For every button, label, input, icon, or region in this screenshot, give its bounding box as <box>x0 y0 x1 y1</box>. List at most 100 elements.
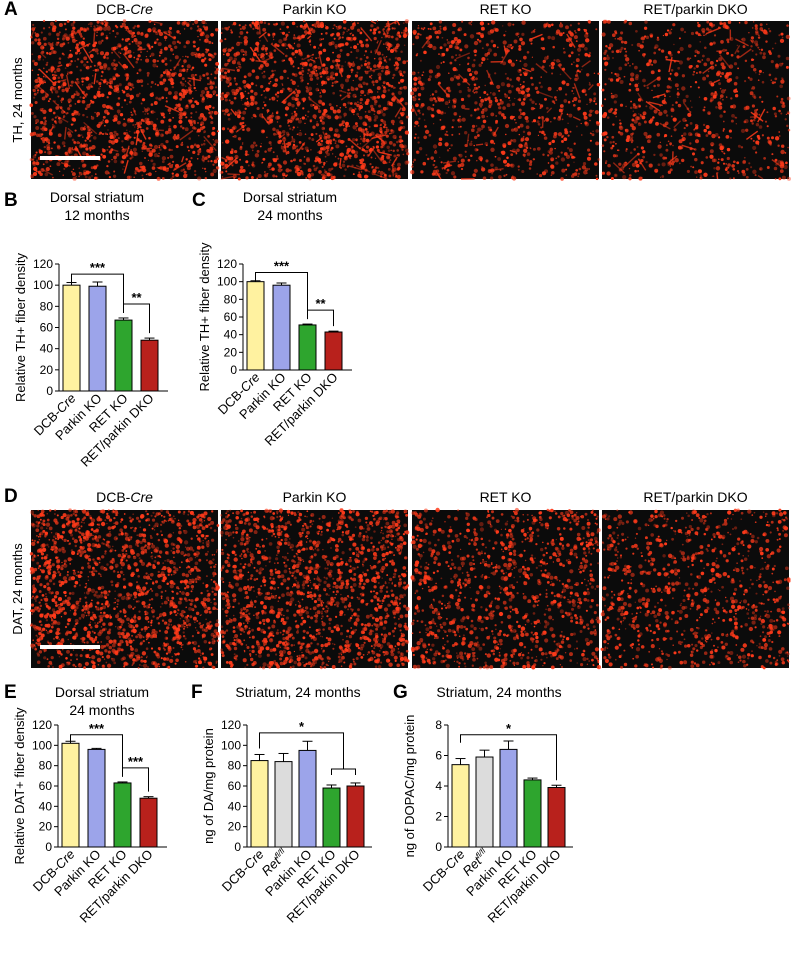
y-tick-label: 60 <box>224 310 238 324</box>
signal-puncta <box>600 19 791 181</box>
panel-letter: C <box>192 190 206 211</box>
bar <box>272 284 291 371</box>
chart-c: C Dorsal striatum 24 months 0 20 40 60 80 100 120… <box>192 189 352 449</box>
bar <box>322 787 341 848</box>
panel-letter: D <box>4 486 18 507</box>
y-tick-label: 8 <box>435 718 442 732</box>
y-tick-label: 20 <box>39 820 53 834</box>
bar <box>140 339 159 392</box>
chart-title: Dorsal striatum <box>50 189 144 205</box>
bar <box>114 319 133 392</box>
significance-label: *** <box>89 721 105 736</box>
fiber-lines <box>220 20 406 180</box>
micrograph-background <box>602 510 789 668</box>
y-tick-label: 40 <box>228 799 242 813</box>
significance-bracket <box>259 732 344 769</box>
chart-title: Dorsal striatum <box>55 684 149 700</box>
bar <box>87 748 106 848</box>
y-tick-label: 60 <box>228 779 242 793</box>
y-tick-label: 0 <box>46 384 53 398</box>
chart-title: 12 months <box>64 207 129 223</box>
category-label: DCB-Cre <box>219 847 267 895</box>
bar <box>88 285 107 392</box>
y-tick-label: 20 <box>224 345 238 359</box>
fiber-lines <box>30 20 217 176</box>
scale-bar <box>40 156 100 160</box>
column-header: RET/parkin DKO <box>643 1 747 17</box>
fiber-lines <box>411 33 594 180</box>
significance-bracket <box>255 271 308 320</box>
column-header: RET/parkin DKO <box>643 489 747 505</box>
micrograph <box>29 508 221 670</box>
y-tick-label: 100 <box>217 275 237 289</box>
signal-puncta <box>410 19 601 181</box>
panel-d: D DCB-Cre Parkin KO RET KO RET/parkin DKO DAT… <box>4 486 791 670</box>
y-tick-label: 20 <box>228 820 242 834</box>
bar <box>547 787 566 848</box>
y-tick-label: 60 <box>39 779 53 793</box>
y-tick-label: 0 <box>234 840 241 854</box>
column-header: Parkin KO <box>283 489 347 505</box>
chart-title: Striatum, 24 months <box>235 684 360 700</box>
y-tick-label: 100 <box>221 738 241 752</box>
column-header: DCB-Cre <box>96 1 153 17</box>
column-header: DCB-Cre <box>96 489 153 505</box>
y-axis-label: Relative TH+ fiber density <box>197 242 212 391</box>
y-tick-label: 60 <box>40 321 54 335</box>
y-tick-label: 40 <box>39 799 53 813</box>
micrograph <box>600 19 791 181</box>
bar <box>62 284 81 392</box>
y-tick-label: 100 <box>33 278 53 292</box>
bar <box>274 761 293 848</box>
significance-bracket <box>123 303 150 334</box>
y-tick-label: 120 <box>217 257 237 271</box>
chart-e: E Dorsal striatum 24 months 0 20 40 60 80 100 120… <box>4 682 167 926</box>
bar <box>298 324 317 371</box>
chart-b: B Dorsal striatum 12 months 0 20 40 60 80 100 120… <box>4 189 168 470</box>
y-tick-label: 0 <box>45 840 52 854</box>
bar <box>61 742 80 848</box>
column-header: RET KO <box>480 1 532 17</box>
panel-letter: G <box>393 682 408 703</box>
y-axis-label: Relative TH+ fiber density <box>13 253 28 402</box>
signal-puncta <box>410 507 602 670</box>
chart-title: Dorsal striatum <box>243 189 337 205</box>
row-label: DAT, 24 months <box>10 543 25 635</box>
y-tick-label: 0 <box>230 363 237 377</box>
panel-letter: A <box>4 0 18 20</box>
y-tick-label: 120 <box>221 718 241 732</box>
y-tick-label: 6 <box>435 749 442 763</box>
bar <box>346 785 365 848</box>
y-tick-label: 120 <box>32 718 52 732</box>
micrograph <box>219 508 410 670</box>
significance-label: ** <box>315 296 326 311</box>
significance-bracket <box>71 273 124 313</box>
significance-bracket <box>70 734 123 777</box>
y-tick-label: 40 <box>224 328 238 342</box>
y-tick-label: 20 <box>40 363 54 377</box>
chart-f: F Striatum, 24 months 0 20 40 60 80 100 120 ng of… <box>191 682 372 926</box>
bar <box>451 764 470 848</box>
signal-puncta <box>29 508 221 670</box>
panel-letter: E <box>4 682 17 703</box>
bar <box>139 797 158 848</box>
y-tick-label: 80 <box>224 292 238 306</box>
bar <box>250 760 269 848</box>
scale-bar <box>40 645 100 649</box>
chart-title: 24 months <box>69 702 134 718</box>
micrograph <box>410 19 601 181</box>
significance-bracket <box>331 768 356 775</box>
bar <box>324 331 343 371</box>
micrograph <box>600 508 791 670</box>
micrograph-background <box>602 21 789 179</box>
micrograph <box>410 507 602 670</box>
significance-bracket <box>307 309 334 327</box>
bar <box>499 748 518 848</box>
significance-label: *** <box>128 754 144 769</box>
row-label: TH, 24 months <box>10 57 25 143</box>
bar <box>523 779 542 848</box>
bar <box>475 756 494 848</box>
y-tick-label: 80 <box>39 759 53 773</box>
y-axis-label: ng of DA/mg protein <box>201 728 216 844</box>
micrograph <box>219 19 410 181</box>
